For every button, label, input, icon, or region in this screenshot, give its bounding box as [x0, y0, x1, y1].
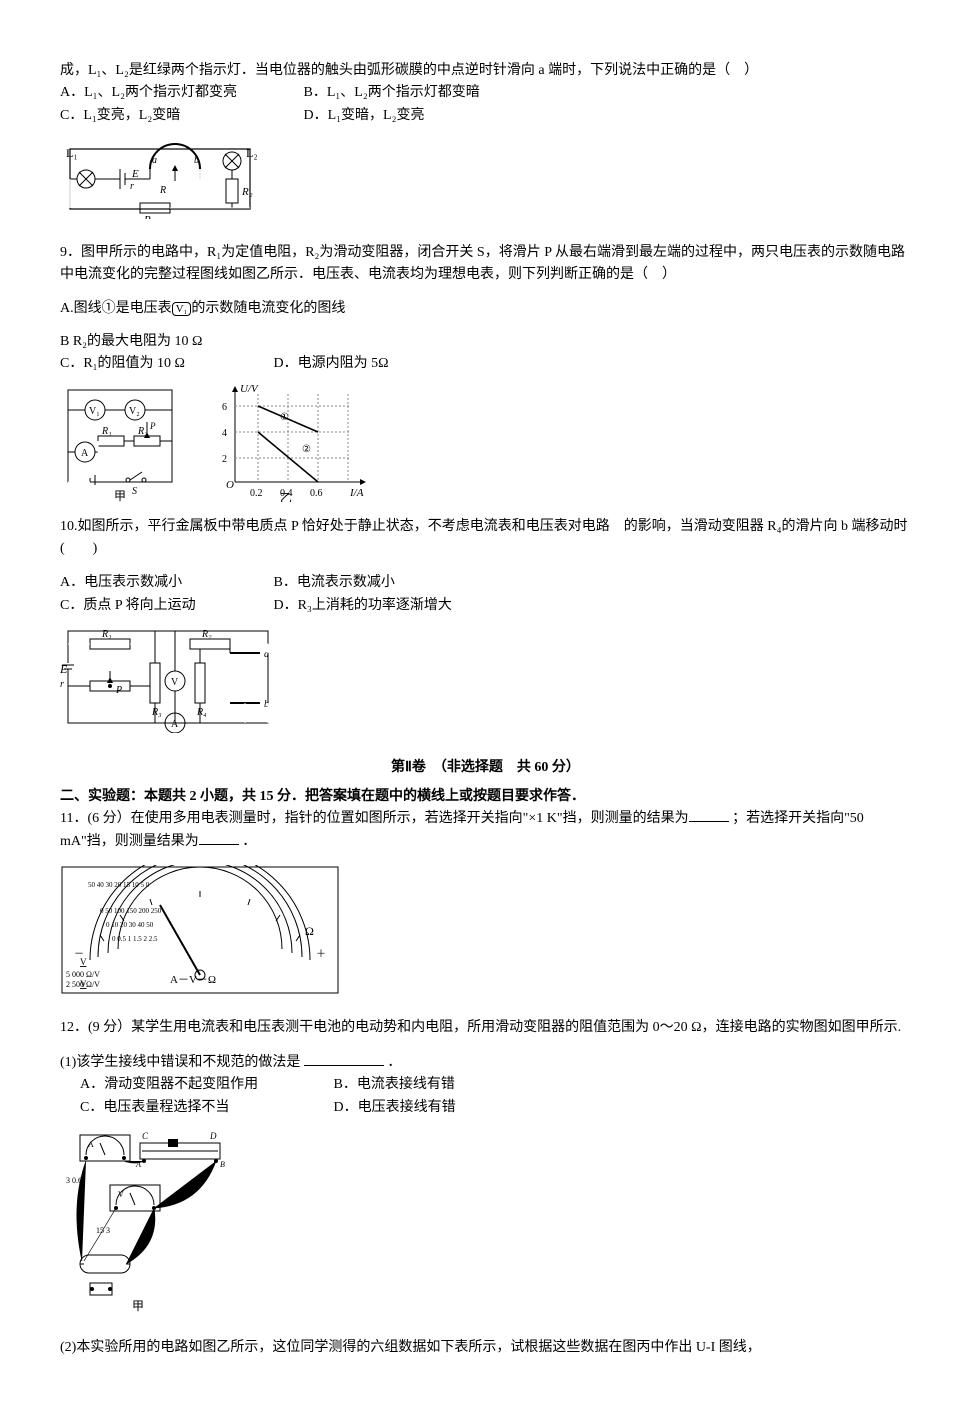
svg-text:50 40 30 20 15 10: 50 40 30 20 15 10 5 0	[88, 881, 150, 889]
svg-text:E: E	[131, 168, 139, 180]
svg-text:0.2: 0.2	[250, 488, 263, 499]
svg-text:O: O	[226, 479, 234, 491]
q12-diagram: A 3 0.6 C D A B V 15 3 甲	[60, 1125, 911, 1323]
svg-text:U/V: U/V	[240, 383, 259, 395]
svg-text:b: b	[194, 155, 199, 166]
question-8-tail: 成，L₁、L₂是红绿两个指示灯．当电位器的触头由弧形碳膜的中点逆时针滑向 a 端…	[60, 60, 911, 127]
q8-opt-c: C．L₁变亮，L₂变暗	[60, 105, 270, 127]
q8-diagram: L₁ E r R a b L₂ R₂ R₁	[60, 139, 911, 227]
svg-text:0.6: 0.6	[310, 488, 323, 499]
q9-opt-a-pre: A.图线①是电压表	[60, 301, 172, 316]
svg-text:A: A	[88, 1140, 94, 1149]
question-10: 10.如图所示，平行金属板中带电质点 P 恰好处于静止状态，不考虑电流表和电压表…	[60, 516, 911, 561]
q12-p2: (2)本实验所用的电路如图乙所示，这位同学测得的六组数据如下表所示，试根据这些数…	[60, 1340, 761, 1355]
blank-1	[689, 821, 729, 822]
svg-text:A－V－Ω: A－V－Ω	[170, 974, 216, 986]
q12-p1: (1)该学生接线中错误和不规范的做法是	[60, 1055, 300, 1070]
q10-opt-a: A．电压表示数减小	[60, 572, 240, 594]
q9-diagram: V₁ V₂ A R₁ R₂ P S 甲 U/V I/A O 0.2 0.4 0.…	[60, 382, 911, 502]
svg-text:L₂: L₂	[246, 146, 258, 160]
section-2-subtitle: 二、实验题：本题共 2 小题，共 15 分．把答案填在题中的横线上或按题目要求作…	[60, 786, 911, 808]
q12-opt-a: A．滑动变阻器不起变阻作用	[80, 1074, 300, 1096]
q12-opt-d: D．电压表接线有错	[334, 1097, 456, 1119]
svg-text:R: R	[159, 185, 166, 196]
q11-text-c: ．	[242, 834, 256, 849]
q9-opt-b: B R₂的最大电阻为 10 Ω	[60, 331, 911, 353]
svg-text:甲: 甲	[114, 489, 126, 502]
q10-opt-d: D．R₃上消耗的功率逐渐增大	[274, 595, 452, 617]
q10-diagram: E r R₁ P R₃ V R₂ R₄ a b A	[60, 623, 911, 741]
q8-stem: 成，L₁、L₂是红绿两个指示灯．当电位器的触头由弧形碳膜的中点逆时针滑向 a 端…	[60, 60, 911, 82]
svg-text:R₁: R₁	[143, 214, 155, 219]
svg-text:0 0.5 1 1.5: 0 0.5 1 1.5 2 2.5	[112, 935, 158, 943]
svg-text:0 10 20 30: 0 10 20 30 40 50	[106, 921, 154, 929]
svg-text:r: r	[60, 679, 64, 690]
svg-text:0 50 100 150: 0 50 100 150 200 250	[100, 907, 162, 915]
q11-text-a: 11．(6 分）在使用多用电表测量时，指针的位置如图所示，若选择开关指向"×1 …	[60, 811, 689, 826]
svg-text:6: 6	[222, 402, 227, 413]
svg-text:P: P	[115, 685, 122, 696]
q9-opt-c: C．R₁的阻值为 10 Ω	[60, 353, 240, 375]
svg-text:甲: 甲	[132, 1299, 144, 1313]
q8-opt-b: B．L₁、L₂两个指示灯都变暗	[304, 82, 480, 104]
question-9: 9．图甲所示的电路中，R₁为定值电阻，R₂为滑动变阻器，闭合开关 S，将滑片 P…	[60, 242, 911, 287]
svg-text:V: V	[171, 677, 179, 688]
svg-text:乙: 乙	[280, 491, 292, 502]
q10-opt-b: B．电流表示数减小	[274, 572, 395, 594]
svg-text:R₂: R₂	[241, 186, 253, 198]
q8-opt-d: D．L₁变暗，L₂变亮	[304, 105, 425, 127]
v1-icon: V₁	[172, 302, 192, 316]
svg-text:A: A	[171, 719, 179, 730]
svg-text:R₃: R₃	[151, 707, 162, 718]
svg-text:r: r	[130, 181, 134, 192]
q9-opt-d: D．电源内阻为 5Ω	[274, 353, 389, 375]
section-2-title: 第Ⅱ卷 （非选择题 共 60 分）	[60, 757, 911, 779]
svg-text:a: a	[152, 155, 157, 166]
q8-opt-a: A．L₁、L₂两个指示灯都变亮	[60, 82, 270, 104]
svg-text:②: ②	[302, 444, 311, 455]
question-11: 11．(6 分）在使用多用电表测量时，指针的位置如图所示，若选择开关指向"×1 …	[60, 808, 911, 853]
svg-text:L₁: L₁	[66, 146, 78, 160]
svg-text:5 000 Ω/V: 5 000 Ω/V	[66, 970, 100, 979]
svg-text:＋: ＋	[316, 949, 326, 960]
q9-stem: 9．图甲所示的电路中，R₁为定值电阻，R₂为滑动变阻器，闭合开关 S，将滑片 P…	[60, 242, 911, 287]
svg-text:I/A: I/A	[349, 487, 364, 499]
blank-2	[199, 844, 239, 845]
question-12: 12．(9 分）某学生用电流表和电压表测干电池的电动势和内电阻，所用滑动变阻器的…	[60, 1017, 911, 1039]
svg-text:4: 4	[222, 428, 227, 439]
q9-opt-a-post: 的示数随电流变化的图线	[191, 301, 345, 316]
blank-3	[304, 1065, 384, 1066]
svg-text:C: C	[142, 1131, 149, 1141]
q12-p1-end: ．	[387, 1055, 401, 1070]
svg-text:R₄: R₄	[196, 707, 207, 718]
svg-text:B: B	[220, 1160, 225, 1169]
q12-opt-c: C．电压表量程选择不当	[80, 1097, 300, 1119]
q12-stem: 12．(9 分）某学生用电流表和电压表测干电池的电动势和内电阻，所用滑动变阻器的…	[60, 1020, 901, 1035]
q9-chart: U/V I/A O 0.2 0.4 0.6 2 4 6 ① ② 乙	[210, 382, 370, 502]
svg-text:15 3: 15 3	[96, 1226, 110, 1235]
svg-text:V: V	[80, 979, 87, 989]
svg-text:2: 2	[222, 454, 227, 465]
q10-stem: 10.如图所示，平行金属板中带电质点 P 恰好处于静止状态，不考虑电流表和电压表…	[60, 519, 907, 556]
svg-text:Ω: Ω	[305, 924, 314, 938]
svg-text:R₂: R₂	[201, 629, 212, 640]
svg-text:V: V	[80, 957, 87, 967]
multimeter-diagram: 50 40 30 20 15 10 5 0 0 50 100 150 200 2…	[60, 865, 911, 1003]
svg-text:R₁: R₁	[101, 629, 112, 640]
svg-text:A: A	[81, 448, 89, 459]
svg-text:①: ①	[280, 412, 289, 423]
svg-text:V: V	[118, 1190, 124, 1199]
svg-text:P: P	[149, 421, 156, 431]
q10-opt-c: C．质点 P 将向上运动	[60, 595, 240, 617]
svg-text:S: S	[132, 486, 137, 497]
svg-text:V₂: V₂	[129, 406, 140, 417]
q12-opt-b: B．电流表接线有错	[334, 1074, 455, 1096]
svg-text:D: D	[209, 1131, 217, 1141]
svg-text:V₁: V₁	[89, 406, 100, 417]
svg-text:R₁: R₁	[101, 426, 112, 437]
